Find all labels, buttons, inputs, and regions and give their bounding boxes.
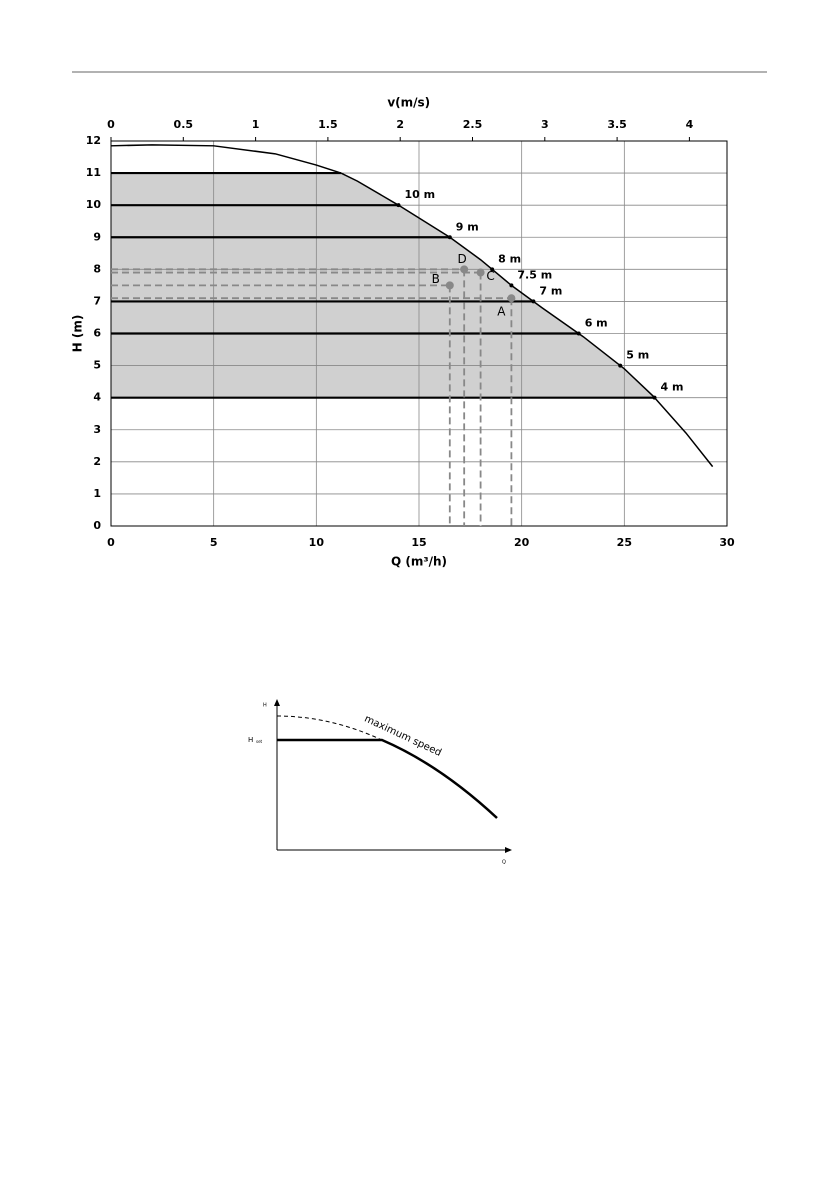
- y-label: H: [263, 703, 267, 709]
- y-tick-label: 10: [86, 198, 102, 211]
- setpoint: [652, 395, 657, 400]
- operating-point: [460, 265, 469, 274]
- x2-tick-label: 2.5: [463, 118, 483, 131]
- setpoint: [447, 235, 452, 240]
- x-tick-label: 15: [411, 536, 426, 549]
- x-tick-label: 0: [107, 536, 115, 549]
- y-tick-label: 3: [93, 423, 101, 436]
- setpoint: [531, 299, 536, 304]
- y-tick-label: 7: [93, 294, 101, 307]
- operating-point: [476, 268, 485, 277]
- x-tick-label: 5: [210, 536, 218, 549]
- y-tick-label: 4: [93, 391, 101, 404]
- y-axis-label: H (m): [71, 315, 85, 353]
- x2-tick-label: 2: [396, 118, 404, 131]
- y-tick-label: 9: [93, 230, 101, 243]
- y-tick-label: 12: [86, 134, 101, 147]
- x2-tick-label: 0.5: [174, 118, 194, 131]
- point-label: B: [432, 272, 440, 286]
- setpoint: [576, 331, 581, 336]
- y-tick-label: 1: [93, 487, 101, 500]
- setpoint-label: 6 m: [585, 317, 608, 330]
- setpoint-label: 5 m: [626, 349, 649, 362]
- x2-tick-label: 3.5: [607, 118, 627, 131]
- setpoint-label: 7 m: [539, 284, 562, 297]
- y-tick-label: 8: [93, 262, 101, 275]
- y-tick-label: 0: [93, 519, 101, 532]
- x2-tick-label: 1: [252, 118, 260, 131]
- setpoint-label: 8 m: [498, 252, 521, 265]
- x-axis-label: Q (m³/h): [391, 555, 447, 569]
- arrow: [505, 847, 512, 853]
- x-tick-label: 30: [719, 536, 735, 549]
- diagram: H H set maximum speed Q: [248, 699, 512, 866]
- set-sub: set: [256, 739, 263, 744]
- setpoint: [618, 363, 623, 368]
- setpoint-label: 10 m: [404, 188, 435, 201]
- setpoint: [509, 283, 514, 288]
- x-tick-label: 10: [309, 536, 325, 549]
- operating-point: [445, 281, 454, 290]
- limited-curve: [277, 738, 498, 819]
- setpoint-label: 4 m: [661, 381, 684, 394]
- operating-area: [111, 173, 655, 398]
- x2-tick-label: 4: [686, 118, 694, 131]
- set-label: H: [248, 736, 253, 744]
- point-label: D: [458, 252, 467, 266]
- x2-tick-label: 0: [107, 118, 115, 131]
- y-tick-label: 5: [93, 359, 101, 372]
- setpoint: [490, 267, 495, 272]
- x2-tick-label: 3: [541, 118, 549, 131]
- x2-tick-label: 1.5: [318, 118, 338, 131]
- setpoint-label: 9 m: [456, 220, 479, 233]
- y-tick-label: 2: [93, 455, 101, 468]
- setpoint: [396, 203, 401, 208]
- arrow: [274, 699, 280, 706]
- y-tick-label: 6: [93, 327, 101, 340]
- point-label: C: [486, 269, 494, 283]
- x-tick-label: 25: [617, 536, 632, 549]
- x-label: Q: [502, 860, 506, 866]
- operating-point: [507, 294, 516, 303]
- point-label: A: [497, 305, 506, 319]
- x-tick-label: 20: [514, 536, 530, 549]
- y-tick-label: 11: [86, 166, 101, 179]
- x2-axis-label: v(m/s): [387, 96, 430, 110]
- setpoint-label: 7.5 m: [517, 268, 552, 281]
